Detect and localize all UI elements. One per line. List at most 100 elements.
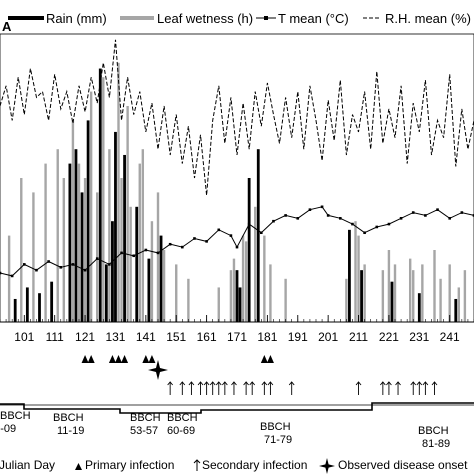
secondary-infection-marker [188,381,195,395]
leaf-wetness-bar [345,278,348,322]
leaf-wetness-bar [244,241,248,322]
bottom-legend: Julian Day Primary infection Secondary i… [0,458,468,474]
legend-tmean-label: T mean (°C) [278,11,349,26]
x-tick-label: 221 [379,330,399,344]
panel-label: A [2,19,12,34]
legend-tmean-marker [264,16,268,20]
x-tick-label: 211 [349,330,368,344]
leaf-wetness-bar [150,221,154,322]
top-legend: A Rain (mm) Leaf wetness (h) T mean (°C)… [2,11,471,34]
rain-bar [159,235,163,322]
t-mean-point [168,242,172,246]
primary-infection-marker [115,355,122,363]
primary-infection-marker [121,355,129,363]
leaf-wetness-bar [448,264,451,322]
rain-bar [114,131,117,322]
rain-bars [13,68,458,323]
t-mean-point [260,231,263,235]
leaf-wetness-bar [412,270,415,322]
primary-infection-marker [87,355,95,363]
secondary-infection-marker [203,381,210,395]
primary-infection-marker [148,355,156,363]
x-tick-label: 231 [409,330,429,344]
leaf-wetness-bar [381,270,385,322]
phenology-stage-line [0,402,474,414]
leaf-wetness-bar [433,250,436,322]
legend-secondary-label: Secondary infection [202,458,307,472]
legend-rain-label: Rain (mm) [46,11,107,26]
secondary-infection-marker [231,381,237,395]
rain-bar [38,293,41,322]
leaf-wetness-bar [354,221,357,322]
rain-bar [238,287,242,322]
bbch-stage-2-label: BBCH [53,412,84,424]
t-mean-point [326,214,330,217]
rain-bar [111,221,114,322]
t-mean-point [363,231,366,235]
rain-bar [256,149,260,322]
t-mean-point [23,263,26,266]
rain-bar [104,264,108,322]
primary-infection-marker [260,355,268,363]
secondary-infection-marker [215,381,222,395]
t-mean-point [144,248,148,252]
secondary-infection-marker [179,381,186,395]
rain-bar [123,154,126,322]
legend-secondary-icon [193,459,201,471]
t-mean-point [436,208,439,211]
rain-bar [80,192,84,322]
leaf-wetness-bar [96,192,99,322]
t-mean-point [71,263,75,266]
secondary-infection-markers [167,381,438,395]
rain-bar [247,178,251,322]
leaf-wetness-bar [457,287,461,322]
rain-bar [390,281,394,322]
t-mean-point [156,251,160,255]
secondary-infection-marker [355,381,362,395]
bbch-stage-3-code: 53-57 [130,425,158,437]
leaf-wetness-bar [71,120,75,323]
rain-bar [25,287,29,322]
leaf-wetness-bar [463,270,467,322]
rain-bar [86,120,90,323]
leaf-wetness-bar [129,206,132,322]
bbch-stage-6-code: 81-89 [422,438,450,450]
leaf-wetness-bar [284,278,287,322]
leaf-wetness-bar [126,106,129,322]
phenology-band: BBCH 00-09 BBCH 11-19 BBCH 53-57 BBCH 60… [0,402,474,450]
leaf-wetness-bar [62,178,66,322]
t-mean-point [10,274,14,278]
x-tick-label: 111 [46,330,65,344]
leaf-wetness-bar [20,178,23,322]
t-mean-point [235,245,239,249]
bbch-stage-1-label: BBCH [0,410,31,422]
t-mean-point [284,214,287,217]
primary-infection-markers [81,355,274,363]
t-mean-point [411,211,415,214]
t-mean-point [229,234,233,237]
t-mean-point [95,257,99,260]
rh-mean-line [0,39,474,196]
leaf-wetness-bar [421,264,424,322]
x-tick-label: 131 [105,330,125,344]
leaf-wetness-bar [120,178,123,322]
leaf-wetness-bar [232,258,236,322]
leaf-wetness-bar [363,264,366,322]
primary-infection-marker [108,355,116,363]
x-tick-label: 191 [288,330,308,344]
leaf-wetness-bar [117,62,120,323]
leaf-wetness-bar [141,149,145,322]
leaf-wetness-bar [32,192,35,322]
secondary-infection-marker [209,381,216,395]
leaf-wetness-bar [387,250,391,322]
legend-rh-label: R.H. mean (%) [385,11,471,26]
x-tick-label: 121 [75,330,95,344]
x-axis-title: Julian Day [0,458,55,472]
x-tick-label: 241 [440,330,460,344]
rain-bar [348,229,351,322]
secondary-infection-marker [222,381,228,395]
leaf-wetness-bar [241,235,245,322]
rain-bar [50,281,54,322]
legend-leaf-label: Leaf wetness (h) [157,11,253,26]
leaf-wetness-bar [439,278,442,322]
